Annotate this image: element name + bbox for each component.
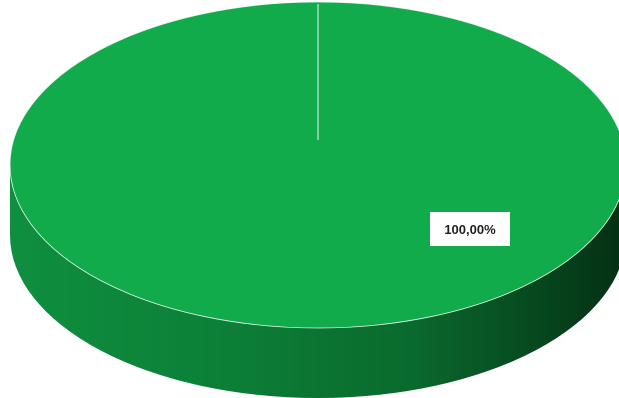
labels-layer: 100,00%	[430, 212, 510, 246]
pie-slice-side	[10, 165, 619, 398]
slices-layer	[9, 1, 619, 398]
pie-slice	[9, 1, 619, 329]
data-label-box	[430, 212, 510, 246]
data-label-text: 100,00%	[444, 222, 496, 237]
data-label: 100,00%	[430, 212, 510, 246]
